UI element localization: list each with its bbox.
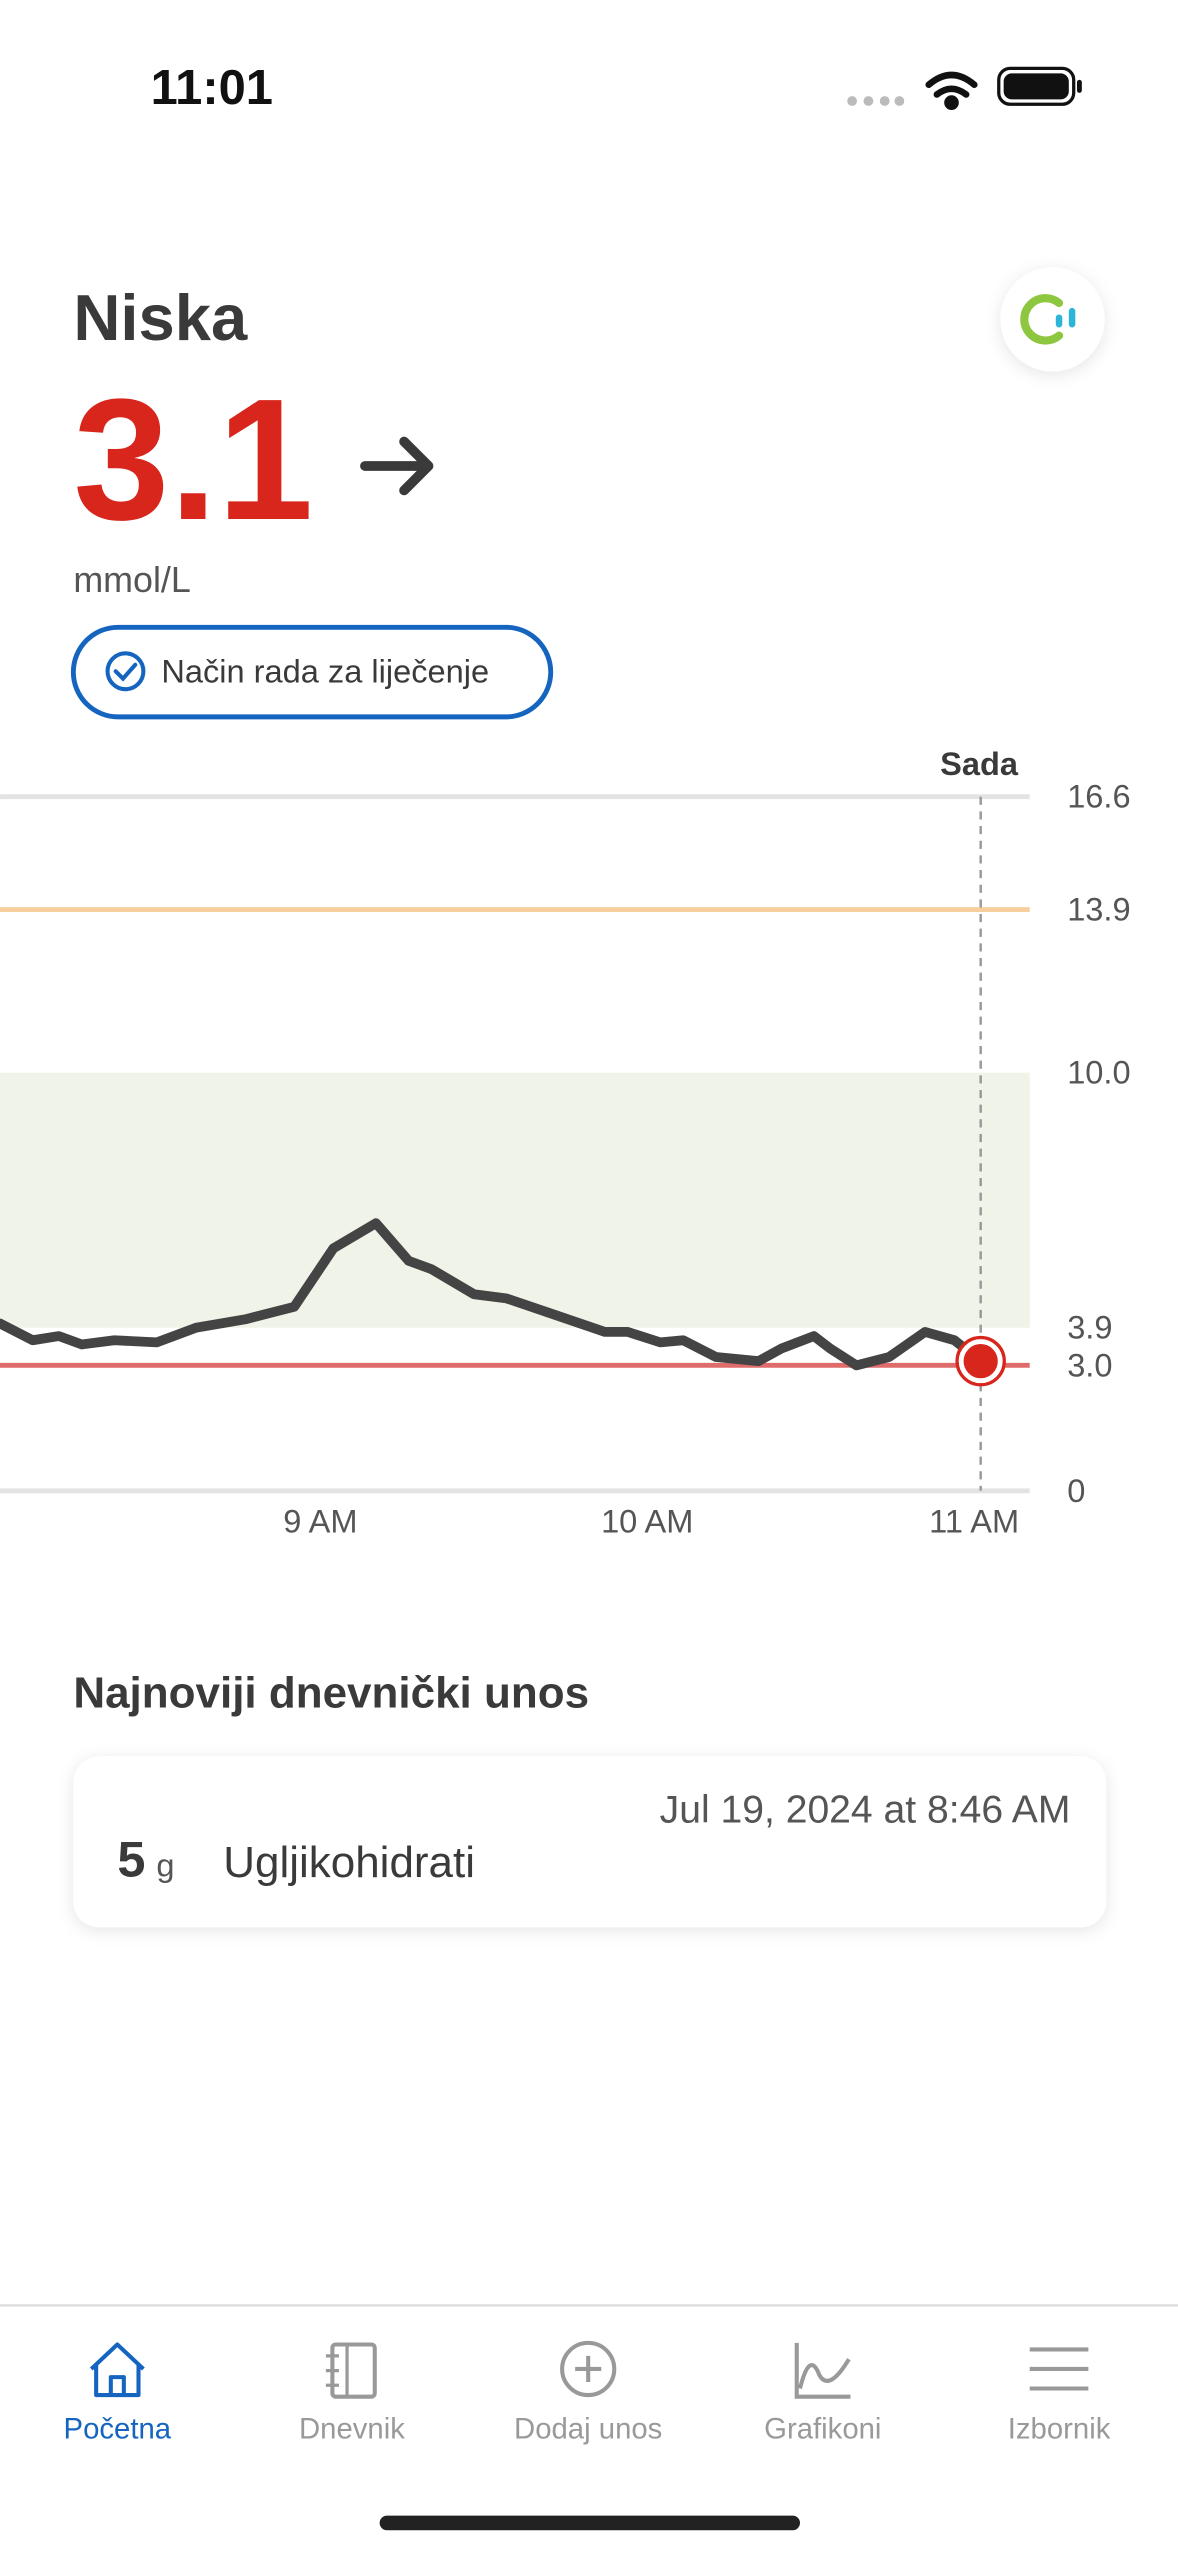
entry-amount-unit: g [156, 1848, 174, 1884]
logo-bar [1055, 314, 1063, 328]
tab-label: Grafikoni [764, 2413, 881, 2446]
logo-bar [1068, 307, 1076, 328]
y-tick-label: 16.6 [1067, 779, 1130, 815]
add-plus [575, 2355, 602, 2382]
tab-charts[interactable]: Grafikoni [764, 2342, 881, 2446]
app-logo-button[interactable] [1000, 267, 1105, 372]
y-tick-label: 10.0 [1067, 1055, 1130, 1091]
entry-amount: 5 [117, 1830, 145, 1887]
x-tick-label: 11 AM [929, 1504, 1019, 1540]
tab-add[interactable]: Dodaj unos [514, 2340, 662, 2446]
diary-lines [325, 2344, 349, 2397]
target-range [0, 1072, 1030, 1328]
tab-label: Dodaj unos [514, 2413, 662, 2446]
logo-bg [1000, 267, 1105, 372]
tab-label: Izbornik [1008, 2413, 1111, 2446]
charts-icon [794, 2342, 851, 2399]
section-title: Najnoviji dnevnički unos [73, 1668, 589, 1717]
tab-home[interactable]: Početna [64, 2342, 172, 2446]
menu-icon [1029, 2347, 1089, 2391]
tab-diary[interactable]: Dnevnik [299, 2342, 405, 2446]
entry-label: Ugljikohidrati [223, 1838, 475, 1887]
tab-label: Početna [64, 2413, 172, 2446]
tab-label: Dnevnik [299, 2413, 405, 2446]
check-mark [113, 662, 138, 682]
battery-icon [997, 66, 1082, 106]
y-tick-label: 3.0 [1067, 1347, 1112, 1383]
logo-arc [1020, 294, 1064, 345]
wifi-icon [925, 71, 978, 110]
add-icon [560, 2340, 617, 2398]
home-indicator [379, 2515, 800, 2531]
trend-arrow [360, 436, 434, 496]
signal-icon [847, 96, 905, 106]
card-bg [73, 1756, 1107, 1928]
glucose-unit: mmol/L [73, 560, 190, 600]
status-time: 11:01 [151, 61, 273, 115]
current-point [958, 1339, 1003, 1384]
badge-label: Način rada za liječenje [161, 653, 489, 689]
badge-border [70, 624, 554, 720]
y-tick-label: 3.9 [1067, 1310, 1112, 1346]
x-tick-label: 9 AM [283, 1504, 357, 1540]
now-label: Sada [940, 746, 1019, 782]
check-icon [105, 651, 146, 692]
mode-badge[interactable]: Način rada za liječenje [70, 624, 554, 720]
glucose-status: Niska [73, 281, 248, 354]
glucose-reading: 3.1 [73, 363, 313, 556]
y-tick-label: 13.9 [1067, 892, 1130, 928]
home-icon [89, 2342, 145, 2398]
entry-date: Jul 19, 2024 at 8:46 AM [660, 1789, 1071, 1832]
current-point-ring [955, 1335, 1006, 1387]
tab-menu[interactable]: Izbornik [1008, 2347, 1111, 2446]
x-tick-label: 10 AM [601, 1504, 693, 1540]
y-tick-label: 0 [1067, 1473, 1085, 1509]
entry-card[interactable]: Jul 19, 2024 at 8:46 AM 5 g Ugljikohidra… [73, 1756, 1107, 1928]
glucose-line [0, 1218, 986, 1371]
glucose-chart: 0 3.03.9 10.0 13.9 16.6 9 AM 10 AM 11 AM Sada [0, 746, 1131, 1540]
